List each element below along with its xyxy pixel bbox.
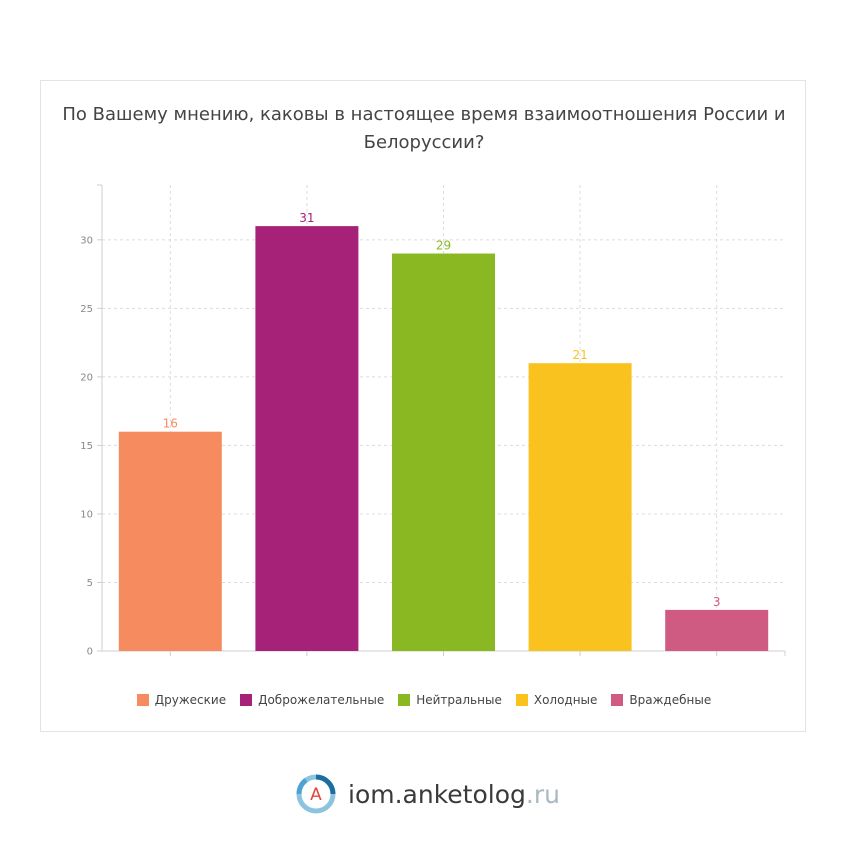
- legend-item[interactable]: Дружеские: [136, 693, 227, 707]
- bar: [118, 431, 222, 651]
- bars: [118, 226, 769, 651]
- legend-label: Враждебные: [629, 693, 712, 707]
- legend-item[interactable]: Враждебные: [611, 693, 711, 707]
- chart-title: По Вашему мнению, каковы в настоящее вре…: [62, 104, 786, 153]
- legend-swatch: [398, 694, 411, 706]
- legend-swatch: [515, 694, 528, 706]
- legend-label: Доброжелательные: [258, 693, 385, 707]
- brand-name: iom.anketolog: [348, 779, 526, 809]
- data-label: 21: [572, 348, 587, 362]
- y-tick-label: 5: [87, 578, 93, 589]
- data-label: 3: [713, 595, 721, 609]
- y-tick-label: 25: [80, 304, 93, 315]
- bar: [392, 253, 495, 651]
- y-tick-label: 10: [80, 509, 93, 520]
- data-labels: 16 31 29 21 3: [163, 211, 721, 609]
- data-label: 16: [163, 417, 178, 431]
- anketolog-logo-icon: A: [296, 774, 336, 814]
- legend-label: Холодные: [533, 693, 598, 707]
- chart-card: По Вашему мнению, каковы в настоящее вре…: [40, 80, 806, 732]
- bar: [665, 609, 769, 651]
- brand-tld: .ru: [525, 779, 560, 809]
- y-tick-label: 0: [87, 647, 93, 658]
- bar-chart: 0 5 10 15 20 25 30 16 31 29 21 3: [80, 184, 786, 658]
- legend-item[interactable]: Холодные: [515, 693, 598, 707]
- legend-item[interactable]: Нейтральные: [398, 693, 502, 707]
- legend-swatch: [611, 694, 624, 706]
- legend-swatch: [240, 694, 253, 706]
- y-tick-label: 30: [80, 235, 93, 246]
- data-label: 29: [436, 239, 451, 253]
- legend-label: Нейтральные: [416, 693, 502, 707]
- legend-item[interactable]: Доброжелательные: [240, 693, 384, 707]
- legend-label: Дружеские: [154, 693, 227, 707]
- y-tick-label: 15: [80, 441, 93, 452]
- legend: Дружеские Доброжелательные Нейтральные Холо…: [41, 693, 807, 707]
- logo-letter: A: [310, 785, 322, 805]
- y-tick-label: 20: [80, 372, 93, 383]
- bar: [255, 226, 359, 651]
- data-label: 31: [299, 211, 314, 225]
- brand[interactable]: A iom.anketolog .ru: [294, 772, 560, 816]
- legend-swatch: [136, 694, 149, 706]
- bar: [528, 363, 632, 651]
